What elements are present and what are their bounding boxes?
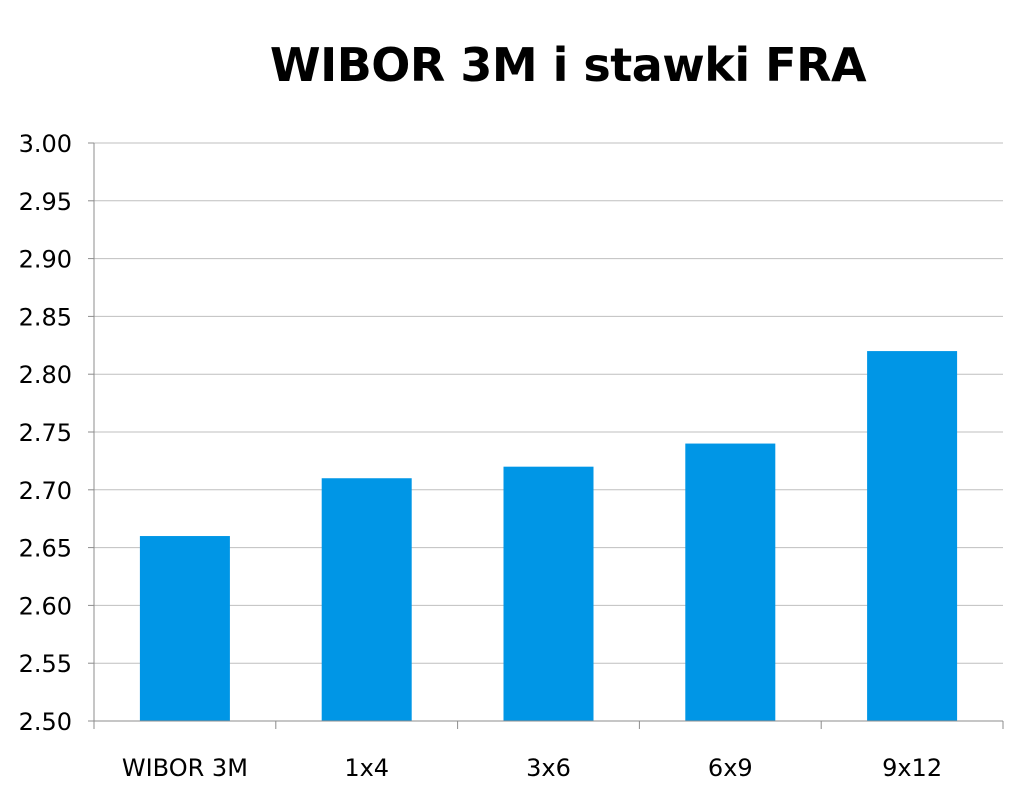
- x-tick-label: WIBOR 3M: [122, 754, 248, 782]
- x-tick-labels: WIBOR 3M 1x4 3x6 6x9 9x12: [122, 754, 942, 782]
- axes: [88, 142, 1004, 729]
- bar: [321, 478, 412, 721]
- y-tick-label: 2.75: [19, 419, 72, 447]
- y-tick-label: 2.80: [19, 361, 72, 389]
- y-tick-label: 2.65: [19, 535, 72, 563]
- x-tick-label: 3x6: [526, 754, 571, 782]
- y-tick-label: 2.60: [19, 592, 72, 620]
- bar: [685, 443, 776, 721]
- bar: [503, 466, 594, 721]
- y-tick-labels: 2.50 2.55 2.60 2.65 2.70 2.75 2.80 2.85 2.90 2.95…: [19, 130, 72, 736]
- x-tick-label: 1x4: [344, 754, 389, 782]
- bars: [139, 351, 958, 721]
- y-tick-label: 2.50: [19, 708, 72, 736]
- y-tick-label: 3.00: [19, 130, 72, 158]
- y-tick-label: 2.85: [19, 303, 72, 331]
- y-tick-label: 2.90: [19, 246, 72, 274]
- bar: [139, 536, 230, 721]
- y-tick-label: 2.70: [19, 477, 72, 505]
- bar: [867, 351, 958, 721]
- y-tick-label: 2.95: [19, 188, 72, 216]
- y-tick-label: 2.55: [19, 650, 72, 678]
- chart-title: WIBOR 3M i stawki FRA: [269, 38, 867, 92]
- x-tick-label: 6x9: [708, 754, 753, 782]
- x-tick-label: 9x12: [882, 754, 942, 782]
